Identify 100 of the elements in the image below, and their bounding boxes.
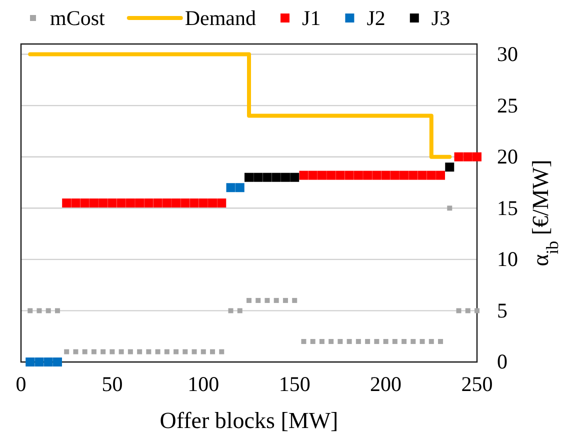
point [317, 170, 326, 180]
point [299, 170, 308, 180]
y-tick-label: 20 [497, 144, 518, 169]
y-tick-label: 5 [497, 298, 508, 322]
point [146, 349, 152, 354]
point [190, 198, 199, 208]
point [126, 198, 135, 208]
point [208, 198, 218, 208]
point [100, 349, 106, 354]
point [426, 170, 436, 180]
point [228, 308, 234, 314]
point [82, 349, 88, 354]
legend-label: J3 [431, 6, 450, 30]
x-tick-label: 0 [16, 372, 26, 396]
point [254, 172, 263, 182]
point [200, 349, 206, 354]
point [155, 349, 160, 354]
point [282, 298, 288, 303]
point [374, 338, 380, 344]
point [172, 198, 181, 208]
x-tick-label: 150 [278, 372, 310, 396]
y-tick-label: 10 [497, 247, 518, 272]
point [52, 358, 62, 366]
legend-label: mCost [50, 6, 106, 30]
point [354, 170, 363, 180]
point [98, 198, 108, 208]
point [110, 349, 115, 354]
point [326, 170, 336, 180]
point [36, 308, 42, 314]
legend-label: J1 [302, 6, 321, 30]
point [438, 338, 444, 344]
point [192, 349, 197, 354]
point [44, 358, 53, 366]
point [246, 298, 252, 303]
point [447, 206, 452, 211]
point [344, 170, 354, 180]
point [262, 172, 272, 182]
point [390, 170, 400, 180]
point [256, 298, 261, 303]
point [237, 308, 242, 314]
point [235, 183, 244, 192]
point [244, 172, 254, 182]
point [445, 162, 454, 172]
point [408, 170, 418, 180]
point [428, 338, 434, 344]
point [365, 338, 370, 344]
point [28, 308, 33, 314]
point [280, 172, 290, 182]
legend-label: Demand [184, 6, 256, 30]
point [71, 198, 80, 208]
point [301, 338, 306, 344]
point [46, 308, 51, 314]
point [174, 349, 179, 354]
point [381, 170, 390, 180]
point [153, 198, 162, 208]
point [91, 349, 96, 354]
point [137, 349, 142, 354]
point [410, 338, 416, 344]
point [180, 198, 190, 208]
point [436, 170, 446, 180]
point [356, 338, 361, 344]
point [392, 338, 398, 344]
point [319, 338, 324, 344]
point [80, 198, 90, 208]
point [226, 183, 236, 192]
point [308, 170, 318, 180]
point [162, 198, 172, 208]
point [463, 152, 472, 162]
point [64, 349, 70, 354]
point [264, 298, 270, 303]
point [116, 198, 126, 208]
point [465, 308, 470, 314]
point [210, 349, 216, 354]
point [292, 298, 298, 303]
point [89, 198, 98, 208]
y-tick-label: 15 [497, 196, 518, 220]
y-tick-label: 30 [497, 42, 518, 66]
point [198, 198, 208, 208]
point [26, 358, 35, 366]
x-tick-label: 250 [461, 372, 493, 396]
point [54, 308, 60, 314]
x-axis-title: Offer blocks [MW] [160, 408, 338, 433]
x-tick-label: 100 [188, 372, 220, 396]
point [418, 170, 427, 180]
point [182, 349, 188, 354]
point [272, 172, 281, 182]
point [219, 349, 224, 354]
point [144, 198, 154, 208]
point [328, 338, 334, 344]
point [472, 152, 482, 162]
point [383, 338, 388, 344]
point [34, 358, 44, 366]
point [274, 298, 279, 303]
point [456, 308, 462, 314]
point [346, 338, 352, 344]
point [73, 349, 78, 354]
point [217, 198, 226, 208]
legend-label: J2 [366, 6, 386, 30]
point [164, 349, 170, 354]
point [454, 152, 464, 162]
